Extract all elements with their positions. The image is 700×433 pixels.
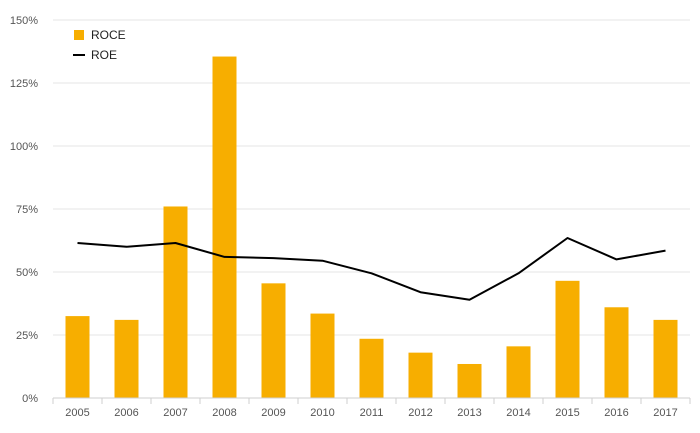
x-tick-label: 2016 (604, 407, 628, 419)
roce-bar-2011 (359, 338, 384, 398)
x-tick-label: 2012 (408, 407, 432, 419)
roce-bar-2016 (604, 307, 629, 398)
x-tick-label: 2009 (261, 407, 285, 419)
roce-bar-2005 (65, 316, 90, 398)
y-tick-label: 75% (16, 204, 38, 216)
x-axis: 2005 2006 2007 2008 2009 2010 2011 2012 2013 2014… (52, 397, 691, 419)
roce-bar-2006 (114, 319, 139, 398)
y-tick-label: 125% (10, 78, 38, 90)
legend-label-roe: ROE (91, 48, 117, 62)
roce-bar-2017 (653, 319, 678, 398)
y-tick-label: 150% (10, 15, 38, 27)
y-tick-label: 0% (22, 393, 38, 405)
roce-bar-2009 (261, 283, 286, 398)
x-tick-label: 2013 (457, 407, 481, 419)
roce-bars (65, 56, 678, 398)
y-tick-label: 25% (16, 330, 38, 342)
legend-label-roce: ROCE (91, 28, 126, 42)
x-tick-label: 2015 (555, 407, 579, 419)
roce-bar-2015 (555, 280, 580, 398)
y-tick-label: 100% (10, 141, 38, 153)
x-tick-label: 2017 (653, 407, 677, 419)
legend-swatch-roce (74, 30, 84, 40)
roce-bar-2008 (212, 56, 237, 398)
roce-bar-2010 (310, 313, 335, 398)
roce-bar-2013 (457, 363, 482, 398)
x-tick-label: 2008 (212, 407, 236, 419)
roce-bar-2014 (506, 346, 531, 398)
roce-bar-2007 (163, 206, 188, 398)
x-tick-label: 2014 (506, 407, 530, 419)
y-axis: 0% 25% 50% 75% 100% 125% 150% (10, 15, 38, 405)
x-tick-label: 2010 (310, 407, 334, 419)
roce-bar-2012 (408, 352, 433, 398)
y-tick-label: 50% (16, 267, 38, 279)
x-tick-label: 2005 (65, 407, 89, 419)
x-tick-label: 2011 (360, 407, 384, 419)
roe-line-layer (77, 237, 666, 301)
x-tick-label: 2007 (163, 407, 187, 419)
grid-layer (53, 19, 690, 336)
x-tick-label: 2006 (114, 407, 138, 419)
roe-line (77, 237, 666, 301)
legend: ROCE ROE (73, 28, 126, 62)
